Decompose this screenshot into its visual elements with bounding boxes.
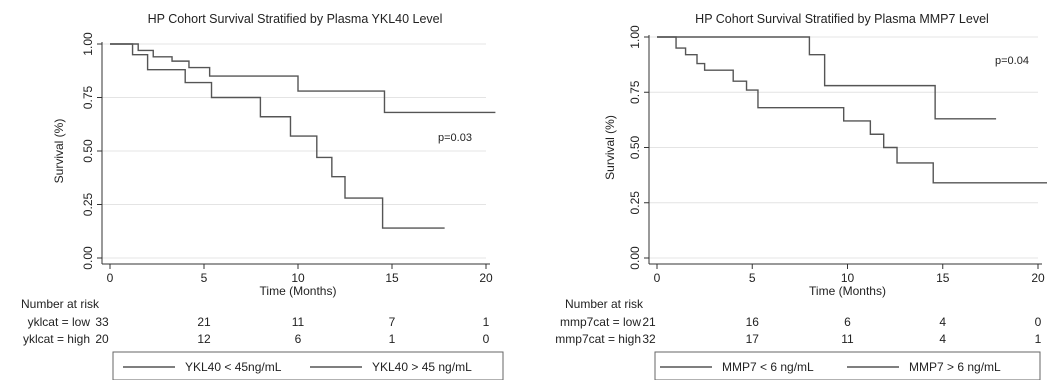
- y-axis-label: Survival (%): [52, 119, 66, 184]
- risk-count: 21: [642, 315, 656, 329]
- y-tick-label: 0.50: [81, 139, 95, 163]
- x-axis-label: Time (Months): [260, 284, 337, 298]
- x-axis-label: Time (Months): [809, 284, 886, 298]
- survival-curve-2: [110, 43, 445, 229]
- risk-row-label: mmp7cat = low: [560, 315, 641, 329]
- legend-entry: MMP7 > 6 ng/mL: [909, 360, 1001, 374]
- risk-count: 11: [841, 332, 854, 346]
- y-tick-label: 1.00: [81, 32, 95, 56]
- risk-count: 11: [292, 315, 305, 329]
- y-tick-label: 0.75: [628, 80, 642, 104]
- risk-count: 21: [197, 315, 211, 329]
- risk-count: 33: [95, 315, 109, 329]
- x-tick-label: 20: [1031, 271, 1045, 285]
- legend-box: [654, 351, 1041, 380]
- risk-count: 1: [1035, 332, 1042, 346]
- risk-count: 1: [389, 332, 396, 346]
- x-tick-label: 0: [654, 271, 661, 285]
- risk-row-label: yklcat = low: [28, 315, 91, 329]
- x-tick-label: 10: [291, 271, 305, 285]
- x-tick-label: 15: [936, 271, 950, 285]
- risk-count: 0: [483, 332, 490, 346]
- chart-title: HP Cohort Survival Stratified by Plasma …: [695, 12, 989, 26]
- chart-panel-2: HP Cohort Survival Stratified by Plasma …: [555, 12, 1047, 380]
- risk-row-label: mmp7cat = high: [555, 332, 641, 346]
- legend-entry: YKL40 < 45ng/mL: [185, 360, 282, 374]
- risk-count: 7: [389, 315, 396, 329]
- p-value-annotation: p=0.03: [438, 132, 472, 144]
- x-tick-label: 10: [841, 271, 855, 285]
- risk-count: 1: [483, 315, 490, 329]
- y-tick-label: 0.00: [628, 246, 642, 270]
- chart-panel-1: HP Cohort Survival Stratified by Plasma …: [21, 12, 504, 380]
- survival-curve-1: [110, 43, 496, 114]
- x-tick-label: 20: [479, 271, 493, 285]
- x-tick-label: 5: [749, 271, 756, 285]
- y-tick-label: 0.50: [628, 135, 642, 159]
- legend-entry: MMP7 < 6 ng/mL: [722, 360, 814, 374]
- x-tick-label: 15: [385, 271, 399, 285]
- y-tick-label: 0.25: [81, 192, 95, 216]
- risk-count: 0: [1035, 315, 1042, 329]
- risk-count: 12: [197, 332, 211, 346]
- risk-count: 4: [939, 315, 946, 329]
- x-tick-label: 5: [201, 271, 208, 285]
- survival-curve-1: [657, 36, 997, 120]
- risk-row-label: yklcat = high: [23, 332, 90, 346]
- legend-entry: YKL40 > 45 ng/mL: [372, 360, 472, 374]
- risk-count: 4: [939, 332, 946, 346]
- p-value-annotation: p=0.04: [995, 55, 1029, 67]
- risk-count: 6: [295, 332, 302, 346]
- risk-table-header: Number at risk: [21, 297, 100, 311]
- legend-box: [112, 351, 504, 380]
- chart-title: HP Cohort Survival Stratified by Plasma …: [148, 12, 443, 26]
- y-tick-label: 0.75: [81, 85, 95, 109]
- y-tick-label: 0.00: [81, 246, 95, 270]
- risk-count: 20: [95, 332, 109, 346]
- y-tick-label: 1.00: [628, 25, 642, 49]
- survival-curve-2: [657, 36, 1047, 184]
- risk-count: 17: [746, 332, 760, 346]
- risk-count: 32: [642, 332, 656, 346]
- risk-count: 6: [844, 315, 851, 329]
- risk-count: 16: [746, 315, 760, 329]
- y-tick-label: 0.25: [628, 191, 642, 215]
- risk-table-header: Number at risk: [565, 297, 644, 311]
- x-tick-label: 0: [107, 271, 114, 285]
- y-axis-label: Survival (%): [603, 115, 617, 180]
